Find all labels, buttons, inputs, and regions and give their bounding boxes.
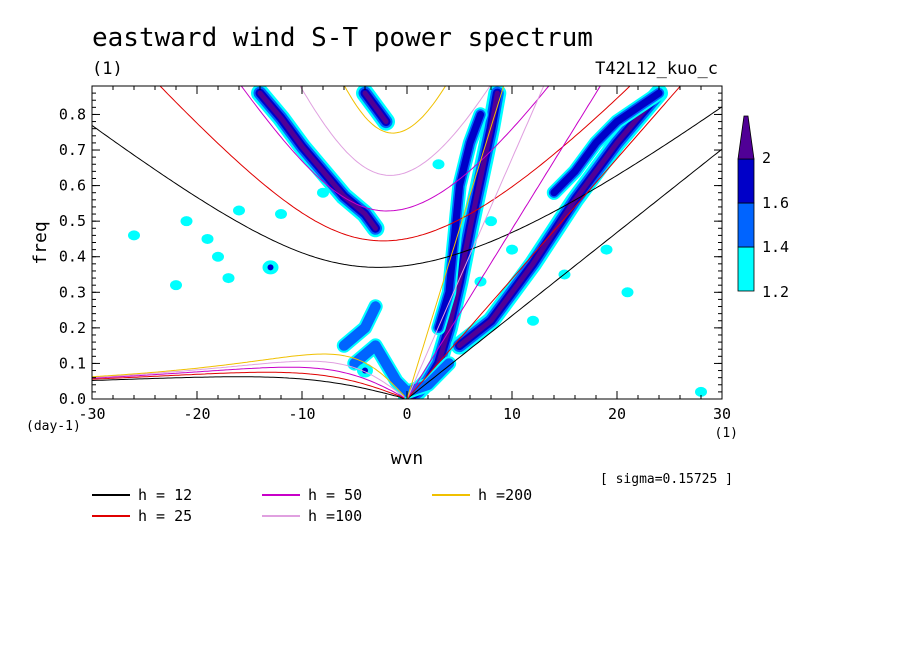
y-unit-label: (day-1) — [26, 419, 81, 434]
colorbar-label: 1.4 — [762, 238, 789, 256]
colorbar-arrow — [737, 115, 755, 160]
colorbar: 1.2 1.4 1.6 2 — [737, 115, 789, 301]
x-tick-label: 30 — [713, 405, 731, 423]
power-band-westward-band-2 — [362, 90, 389, 125]
x-axis-label: wvn — [391, 448, 424, 469]
power-speckle — [600, 244, 613, 255]
power-speckle — [506, 244, 518, 255]
rossby-curve — [92, 371, 405, 399]
power-band-eastward-band-2 — [550, 89, 663, 197]
chart-subtitle-right: T42L12_kuo_c — [595, 59, 718, 79]
power-band-low-freq-west — [338, 301, 381, 351]
colorbar-label: 2 — [762, 149, 771, 167]
kelvin-curve — [406, 86, 601, 399]
power-speckle — [212, 251, 224, 262]
power-band-low-freq-cluster — [349, 340, 455, 398]
colorbar-label: 1.2 — [762, 283, 789, 301]
legend: h = 12 h = 25 h = 50 h =100 h =200 — [92, 486, 532, 525]
legend-label: h = 12 — [138, 486, 192, 504]
colorbar-label: 1.6 — [762, 194, 789, 212]
x-tick-label: 20 — [608, 405, 626, 423]
y-tick-label: 0.1 — [59, 354, 86, 372]
inertia-gravity-curve — [344, 86, 447, 134]
power-speckle — [527, 315, 539, 326]
x-tick-label: -10 — [288, 405, 315, 423]
colorbar-swatch — [737, 246, 755, 292]
y-tick-label: 0.2 — [59, 319, 86, 337]
x-tick-label: 10 — [503, 405, 521, 423]
power-band-mrg-band — [434, 110, 485, 332]
colorbar-swatch — [737, 158, 755, 204]
power-band-eastward-band — [457, 90, 662, 349]
kelvin-curve — [406, 86, 545, 399]
y-axis-label: freq — [30, 221, 51, 264]
colorbar-swatch — [737, 202, 755, 248]
y-tick-label: 0.6 — [59, 177, 86, 195]
sigma-label: [ sigma=0.15725 ] — [600, 472, 733, 487]
legend-label: h = 25 — [138, 507, 192, 525]
power-speckle — [201, 233, 214, 244]
rossby-curve — [92, 360, 405, 398]
inertia-gravity-curve — [299, 86, 491, 176]
inertia-gravity-curve — [240, 86, 550, 212]
power-shading — [128, 86, 707, 399]
rossby-curve — [92, 366, 405, 399]
power-speckle — [128, 230, 140, 241]
dispersion-curves — [92, 86, 722, 399]
x-tick-label: 0 — [402, 405, 411, 423]
x-tick-label: -30 — [78, 405, 105, 423]
inertia-gravity-curve — [159, 86, 631, 242]
y-tick-label: 0.7 — [59, 141, 86, 159]
legend-label: h =100 — [308, 507, 362, 525]
y-tick-label: 0.5 — [59, 212, 86, 230]
power-speckle-core — [267, 264, 274, 271]
y-axis: 0.0 0.1 0.2 0.3 0.4 0.5 0.6 0.7 0.8 — [59, 92, 722, 408]
power-speckle — [180, 216, 193, 227]
chart-subtitle-left: (1) — [92, 59, 123, 79]
plot-area — [91, 85, 723, 400]
kelvin-curve — [406, 86, 682, 399]
power-speckle — [695, 386, 707, 397]
x-unit-label: (1) — [715, 426, 738, 441]
power-speckle — [222, 273, 235, 284]
rossby-curve — [92, 376, 405, 399]
power-speckle — [275, 209, 287, 220]
chart-title: eastward wind S-T power spectrum — [92, 23, 593, 53]
power-speckle — [317, 187, 329, 198]
kelvin-curve — [406, 86, 505, 399]
legend-label: h =200 — [478, 486, 532, 504]
power-speckle — [233, 205, 245, 216]
y-tick-label: 0.4 — [59, 248, 86, 266]
y-tick-label: 0.3 — [59, 283, 86, 301]
power-speckle — [485, 216, 497, 227]
inertia-gravity-curve — [92, 106, 722, 268]
power-speckle — [621, 287, 634, 298]
power-speckle — [432, 159, 445, 170]
kelvin-curve — [406, 148, 722, 399]
y-tick-label: 0.8 — [59, 105, 86, 123]
legend-label: h = 50 — [308, 486, 362, 504]
rossby-curve — [92, 353, 405, 397]
x-tick-label: -20 — [183, 405, 210, 423]
x-axis: -30 -20 -10 0 10 20 30 — [78, 86, 731, 423]
y-tick-label: 0.0 — [59, 390, 86, 408]
power-band-westward-band — [257, 90, 378, 231]
power-speckle — [170, 280, 182, 291]
